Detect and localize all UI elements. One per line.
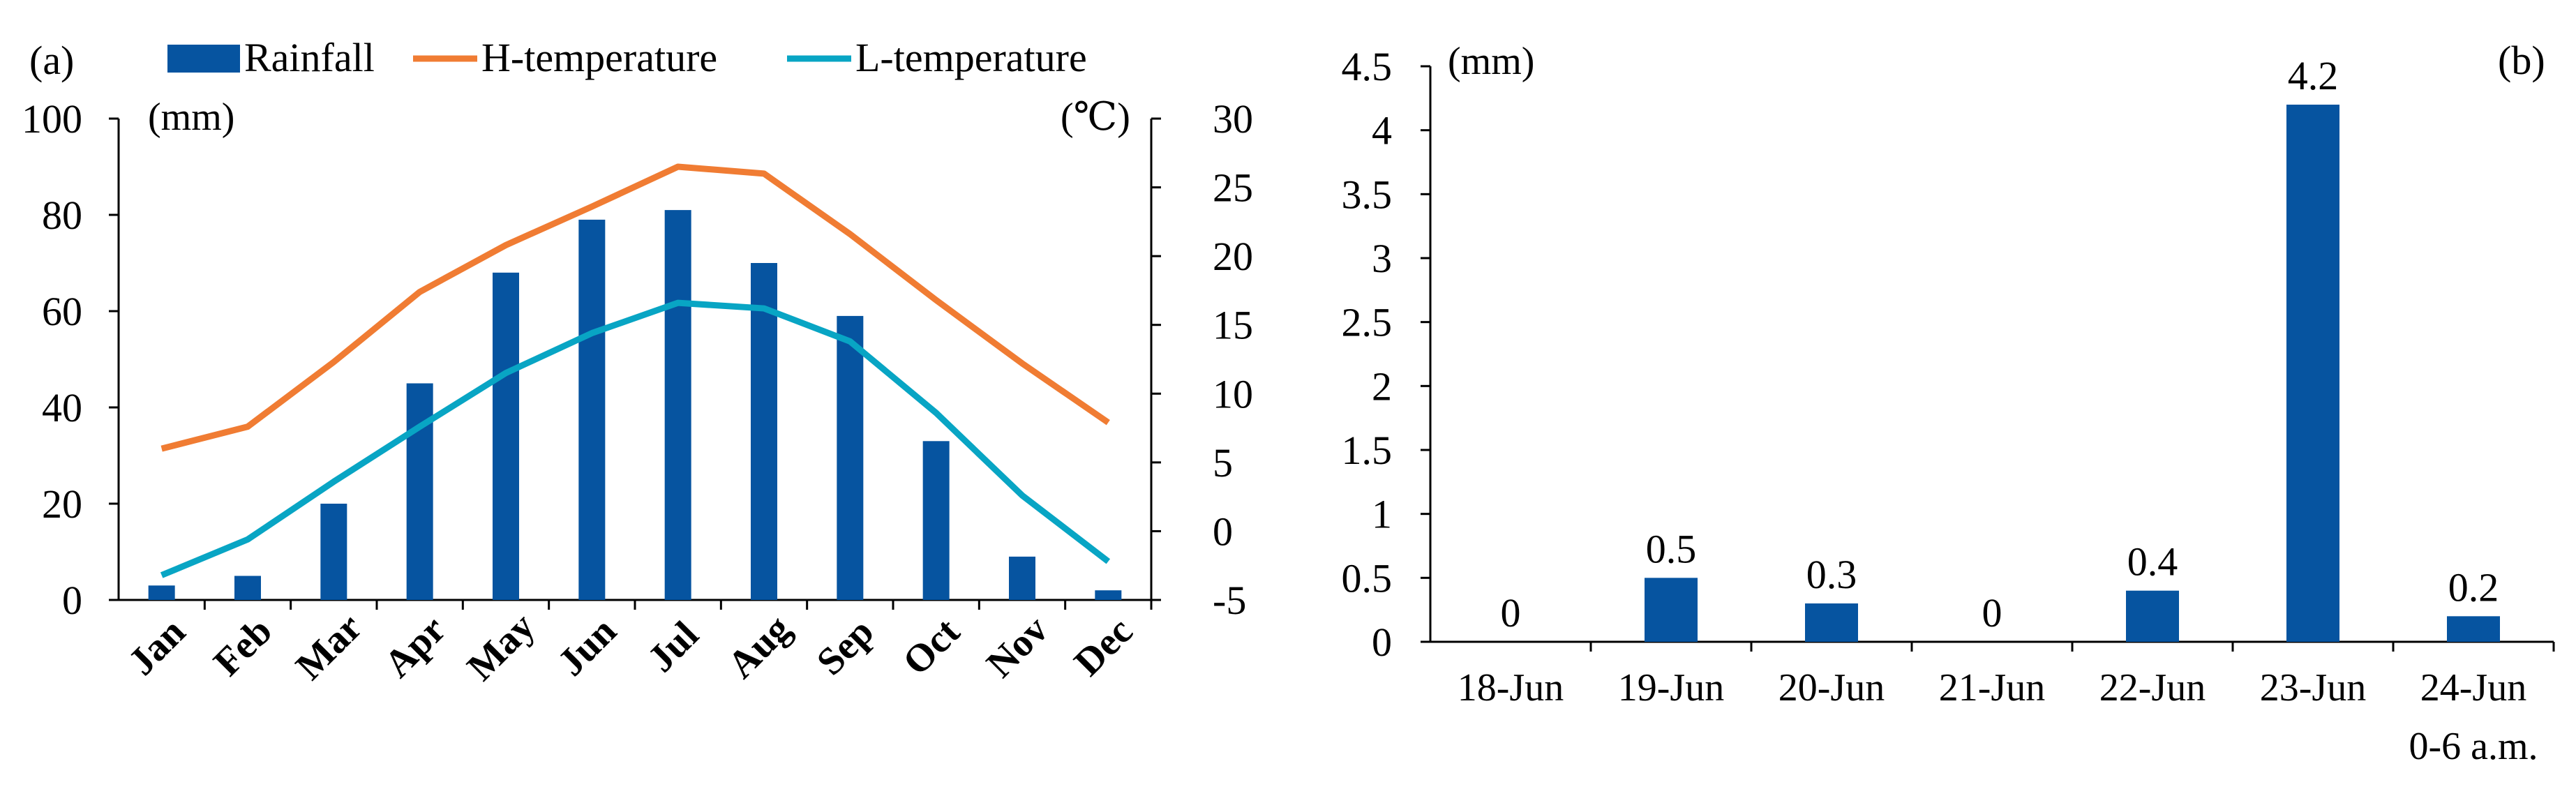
- panel-b-y-tick-label: 1: [1372, 492, 1392, 537]
- panel-a-left-tick-label: 0: [62, 578, 82, 623]
- panel-a-x-tick-label: Jul: [640, 613, 707, 681]
- panel-a-right-tick-label: 5: [1213, 440, 1233, 486]
- panel-b-data-label: 0: [1982, 590, 2002, 636]
- panel-a-left-unit: (mm): [148, 96, 234, 139]
- panel-a-chart: (a) (mm) (℃) Rainfall H-temperature L-temp…: [22, 35, 1253, 689]
- panel-a-temperature-lines: [160, 163, 1111, 578]
- panel-b-axes: [1421, 65, 2555, 652]
- panel-a-right-unit: (℃): [1061, 96, 1130, 139]
- panel-b-tick-labels: 0 0.5 1 1.5 2 2.5 3 3.5 4 4.5 0 18-Jun 0.5 19-Jun 0.3 2…: [1342, 44, 2538, 768]
- rainfall-bar-jun: [578, 219, 606, 600]
- panel-a-x-tick-label: Oct: [894, 610, 968, 684]
- panel-b-rainfall-bars: [1645, 105, 2500, 642]
- rainfall-bar-jul: [664, 210, 691, 601]
- panel-a-x-tick-label: Jun: [550, 609, 625, 684]
- panel-a-left-tick-label: 40: [42, 385, 82, 430]
- panel-b-y-tick-label: 4.5: [1342, 44, 1393, 89]
- panel-a-left-tick-label: 80: [42, 193, 82, 238]
- panel-b-y-tick-label: 0: [1372, 619, 1392, 665]
- panel-b-data-label: 0.5: [1646, 526, 1697, 571]
- legend-rainfall-label: Rainfall: [244, 35, 375, 80]
- panel-b-y-tick-label: 4: [1372, 108, 1392, 153]
- panel-b-x-tick-label: 19-Jun: [1618, 666, 1724, 709]
- panel-a-rainfall-bars: [148, 210, 1122, 601]
- panel-a-left-tick-label: 20: [42, 481, 82, 527]
- rainfall-bar-oct: [922, 441, 950, 600]
- rainfall-bar-19-jun: [1645, 578, 1698, 642]
- panel-b-x-tick-label: 24-Jun: [2420, 666, 2526, 709]
- panel-a-x-tick-label: Dec: [1066, 609, 1141, 684]
- panel-b-x-tick-label: 18-Jun: [1458, 666, 1564, 709]
- panel-b-x-tick-label: 23-Jun: [2260, 666, 2366, 709]
- rainfall-bar-mar: [320, 504, 347, 600]
- panel-b-data-label: 0: [1501, 590, 1521, 636]
- panel-b-y-tick-label: 1.5: [1342, 428, 1393, 473]
- panel-a-x-tick-label: Apr: [376, 608, 454, 686]
- panel-a-x-tick-label: Aug: [719, 607, 799, 686]
- panel-a-axes: [109, 117, 1161, 610]
- panel-b-x-tick-sublabel: 0-6 a.m.: [2409, 725, 2538, 768]
- panel-a-right-tick-label: 0: [1213, 509, 1233, 554]
- panel-a-right-tick-label: 30: [1213, 96, 1253, 142]
- rainfall-bar-22-jun: [2126, 590, 2179, 642]
- rainfall-bar-23-jun: [2286, 105, 2339, 642]
- panel-b-data-label: 4.2: [2288, 53, 2339, 98]
- panel-a-x-tick-label: Sep: [809, 610, 882, 684]
- legend-l-temperature-label: L-temperature: [855, 35, 1087, 80]
- rainfall-bar-aug: [751, 263, 777, 600]
- panel-b-y-tick-label: 0.5: [1342, 555, 1393, 601]
- panel-b-x-tick-label: 21-Jun: [1939, 666, 2045, 709]
- panel-a-legend: Rainfall H-temperature L-temperature: [167, 35, 1087, 80]
- panel-a-left-tick-label: 100: [22, 96, 82, 142]
- panel-b-data-label: 0.3: [1806, 552, 1857, 597]
- panel-b-label: (b): [2498, 38, 2545, 83]
- l-temperature-line: [160, 299, 1111, 578]
- rainfall-bar-apr: [406, 383, 433, 600]
- legend-rainfall-swatch: [167, 45, 240, 73]
- panel-a-label: (a): [29, 38, 74, 83]
- rainfall-bar-dec: [1095, 590, 1122, 600]
- panel-b-data-label: 0.4: [2127, 539, 2178, 585]
- panel-a-right-tick-label: -5: [1213, 578, 1246, 623]
- panel-a-x-tick-label: Jan: [120, 610, 193, 684]
- panel-a-right-tick-label: 15: [1213, 303, 1253, 348]
- panel-b-y-tick-label: 3: [1372, 236, 1392, 281]
- rainfall-bar-20-jun: [1805, 603, 1858, 642]
- rainfall-bar-may: [493, 272, 519, 600]
- panel-a-x-tick-label: Feb: [205, 609, 280, 684]
- h-temperature-line: [160, 163, 1110, 452]
- legend-h-temperature-label: H-temperature: [481, 35, 717, 80]
- panel-a-right-tick-label: 20: [1213, 234, 1253, 279]
- rainfall-bar-jan: [148, 585, 175, 600]
- panel-b-data-label: 0.2: [2448, 564, 2499, 610]
- rainfall-bar-24-jun: [2447, 616, 2500, 642]
- panel-a-right-tick-label: 25: [1213, 165, 1253, 211]
- panel-a-right-tick-label: 10: [1213, 371, 1253, 416]
- panel-b-x-tick-label: 20-Jun: [1779, 666, 1885, 709]
- panel-b-y-tick-label: 2: [1372, 363, 1392, 409]
- panel-b-y-tick-label: 3.5: [1342, 172, 1393, 217]
- panel-a-x-tick-label: May: [459, 605, 544, 689]
- panel-b-y-tick-label: 2.5: [1342, 300, 1393, 345]
- panel-a-left-tick-label: 60: [42, 289, 82, 334]
- panel-b-chart: (b) (mm) 0 0.5 1 1.5 2 2.5 3 3.5 4 4.5 0 18-Jun 0.5 1…: [1342, 38, 2555, 768]
- panel-a-x-tick-label: Nov: [978, 608, 1056, 686]
- rainfall-bar-nov: [1009, 556, 1035, 600]
- rainfall-bar-feb: [234, 576, 261, 600]
- panel-b-left-unit: (mm): [1448, 40, 1534, 83]
- panel-a-x-tick-label: Mar: [287, 606, 370, 689]
- rainfall-bar-sep: [837, 315, 864, 600]
- panel-b-x-tick-label: 22-Jun: [2099, 666, 2206, 709]
